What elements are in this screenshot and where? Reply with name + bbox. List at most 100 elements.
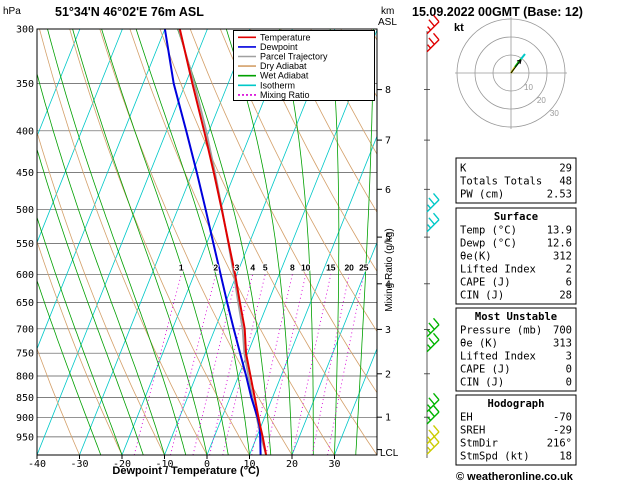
wind-barb-half-feather: [427, 26, 432, 31]
mixing-ratio-line: [311, 274, 350, 455]
wet-adiabat-line: [177, 29, 272, 455]
index-tables: K 29 Totals Totals 48 PW (cm) 2.53 Surface Temp…: [455, 157, 577, 466]
legend-item-label: Wet Adiabat: [260, 71, 309, 81]
wind-barb-half-feather: [427, 344, 432, 349]
dry-adiabat-line: [189, 29, 377, 394]
wind-barb-shaft: [426, 199, 440, 213]
wind-barb-half-feather: [427, 446, 432, 452]
pressure-tick-label: 700: [16, 324, 34, 335]
wind-barb: [426, 424, 440, 445]
mixing-ratio-label: 1: [179, 262, 184, 272]
temp-tick-label: -40: [28, 459, 46, 470]
wind-barb-feather: [428, 37, 435, 45]
mixing-ratio-line: [251, 274, 293, 455]
table-row-label: CIN (J): [460, 290, 504, 302]
table-row-value: 312: [553, 251, 572, 263]
table-row-label: CIN (J): [460, 377, 504, 389]
table-row-label: Lifted Index: [460, 264, 536, 276]
pressure-tick-label: 850: [16, 393, 34, 404]
wet-adiabat-line: [37, 72, 165, 455]
wind-barb-shaft: [426, 39, 440, 53]
temp-tick-label: -30: [70, 459, 88, 470]
mixing-ratio-label: 10: [301, 262, 311, 272]
mixing-ratio-label: 8: [290, 262, 295, 272]
wet-adiabat-line: [355, 29, 374, 455]
isotherm-line: [37, 29, 166, 350]
wind-barb: [426, 435, 440, 455]
dry-adiabat-line: [37, 130, 165, 455]
table-row-value: 216°: [547, 438, 572, 450]
storm-motion-arrow: [510, 59, 522, 74]
wind-barb-half-feather: [427, 44, 432, 49]
table-row-value: 700: [553, 325, 572, 337]
table-row-value: 3: [566, 351, 572, 363]
km-tick-label: 5: [385, 233, 391, 244]
mixing-ratio-label: 3: [235, 262, 240, 272]
table-row-value: 13.9: [547, 225, 572, 237]
legend-item-label: Parcel Trajectory: [260, 52, 328, 62]
km-tick-label: 4: [385, 279, 391, 290]
table-row-label: Lifted Index: [460, 351, 536, 363]
legend-box: [233, 30, 375, 101]
wind-barb: [426, 405, 440, 425]
isotherm-line: [334, 347, 377, 455]
table-box: [455, 307, 577, 392]
wind-barb-shaft: [426, 431, 440, 445]
wind-barb-feather: [432, 405, 440, 413]
mixing-ratio-line: [192, 274, 238, 455]
table-row-value: 28: [559, 290, 572, 302]
wind-barb-half-feather: [427, 404, 432, 409]
wind-barb-feather: [432, 392, 440, 401]
sounding-profiles: [163, 29, 268, 455]
wet-adiabat-line: [72, 29, 208, 455]
km-tick-label: 8: [385, 85, 391, 96]
temp-tick-label: 30: [328, 459, 340, 470]
isotherm-line: [37, 29, 81, 138]
wind-barb-feather: [428, 197, 435, 205]
legend-item-label: Dewpoint: [260, 42, 298, 52]
copyright-text: © weatheronline.co.uk: [456, 471, 574, 483]
isotherm-line: [291, 241, 377, 455]
wind-barb-shaft: [426, 441, 440, 455]
pressure-tick-label: 900: [16, 413, 34, 424]
wind-barb-half-feather: [427, 416, 432, 421]
table-row-value: 2.53: [547, 189, 572, 201]
pressure-tick-label: 450: [16, 168, 34, 179]
table-row-value: 2: [566, 264, 572, 276]
wet-adiabat-line: [37, 279, 102, 455]
dry-adiabat-line: [99, 29, 293, 455]
storm-motion-arrowhead: [516, 59, 522, 62]
table-row-label: K: [460, 163, 467, 175]
altitude-unit-asl-label: ASL: [378, 17, 397, 28]
storm-motion-arrowhead: [519, 59, 522, 65]
x-axis-title: Dewpoint / Temperature (°C): [112, 465, 260, 477]
dry-adiabat-line: [37, 240, 123, 455]
run-datetime-title: 15.09.2022 00GMT (Base: 12): [412, 5, 583, 19]
temp-tick-label: -10: [155, 459, 173, 470]
table-row-value: 48: [559, 176, 572, 188]
wind-barb-feather: [432, 317, 440, 326]
table-row-label: Pressure (mb): [460, 325, 542, 337]
pressure-tick-label: 500: [16, 205, 34, 216]
pressure-tick-label: 750: [16, 349, 34, 360]
legend-item-label: Mixing Ratio: [260, 90, 310, 100]
isotherm-line: [249, 135, 377, 455]
table-row-value: 18: [559, 451, 572, 463]
lcl-label: LCL: [380, 448, 399, 459]
temperature-line: [178, 29, 268, 455]
table-row-label: Temp (°C): [460, 225, 517, 237]
wind-barb-feather: [428, 217, 435, 225]
hodograph-trace-segment: [520, 53, 526, 60]
table-row-label: θe (K): [460, 338, 498, 350]
km-tick-label: 3: [385, 325, 391, 336]
table-row-label: PW (cm): [460, 189, 504, 201]
wet-adiabat-line: [225, 29, 293, 455]
station-location-title: 51°34'N 46°02'E 76m ASL: [55, 5, 204, 19]
mixing-ratio-label: 25: [359, 262, 369, 272]
dry-adiabat-line: [219, 29, 377, 333]
km-tick-label: 1: [385, 413, 391, 424]
wind-barb-shaft: [426, 219, 440, 233]
wind-barb-shaft: [426, 339, 440, 353]
